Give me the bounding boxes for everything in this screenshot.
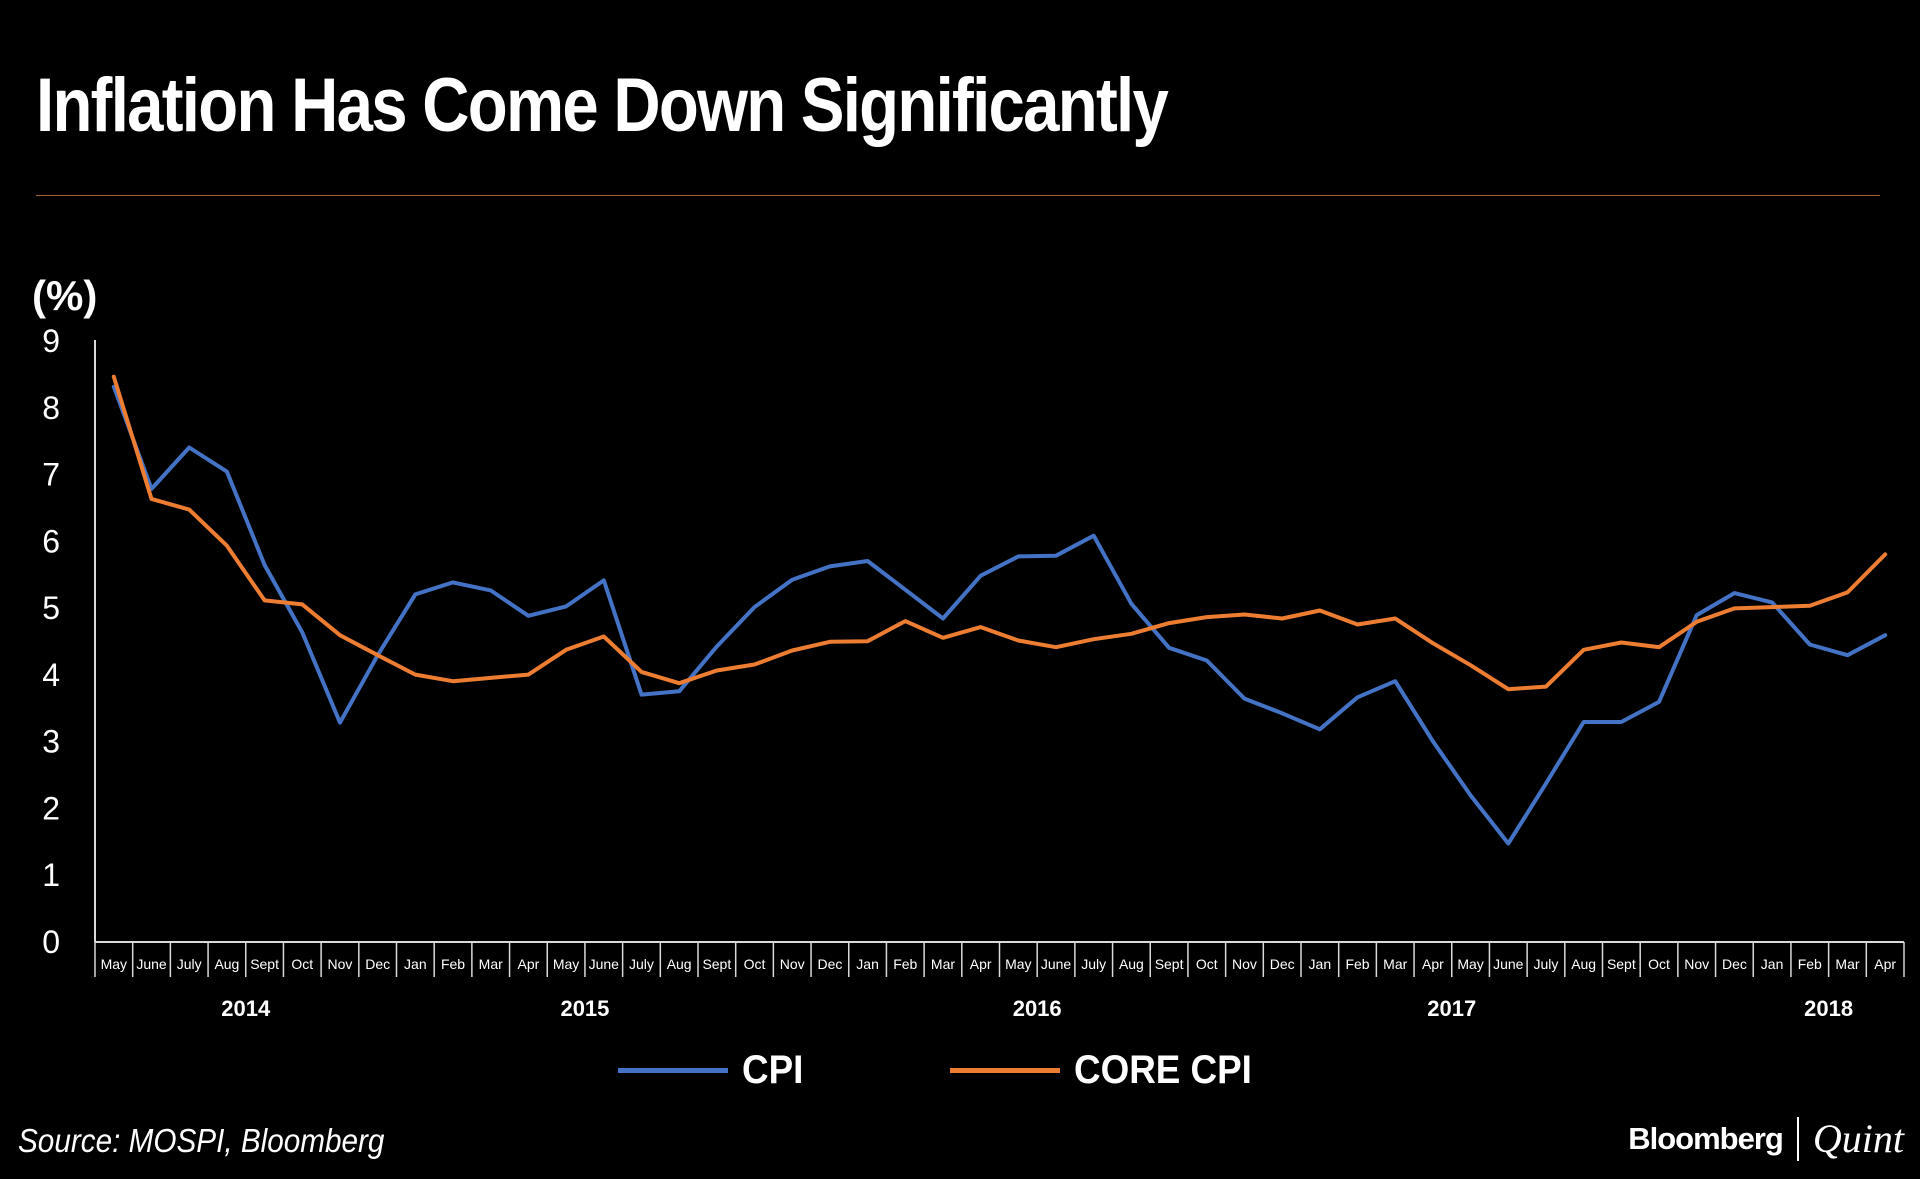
y-tick-label: 0 xyxy=(42,924,60,960)
y-tick-label: 5 xyxy=(42,590,60,626)
brand-logo: Bloomberg Quint xyxy=(1628,1115,1904,1162)
brand-separator xyxy=(1796,1116,1799,1161)
x-tick-label: May xyxy=(1457,956,1483,972)
x-tick-label: Jan xyxy=(856,956,879,972)
x-tick-label: Jan xyxy=(1761,956,1784,972)
x-tick-label: July xyxy=(1534,956,1559,972)
x-tick-label: Feb xyxy=(893,956,917,972)
x-tick-label: Nov xyxy=(1684,956,1709,972)
x-tick-label: Dec xyxy=(817,956,842,972)
x-tick-label: Mar xyxy=(479,956,503,972)
x-tick-label: Apr xyxy=(1874,956,1896,972)
cpi-series-line xyxy=(111,384,1888,846)
x-tick-label: July xyxy=(1081,956,1106,972)
x-tick-label: Nov xyxy=(1232,956,1257,972)
x-tick-label: Mar xyxy=(1383,956,1407,972)
x-tick-label: Aug xyxy=(1571,956,1596,972)
x-tick-label: Mar xyxy=(1835,956,1859,972)
legend-label-cpi: CPI xyxy=(742,1048,804,1092)
x-tick-label: Apr xyxy=(970,956,992,972)
y-tick-label: 3 xyxy=(42,724,60,760)
x-tick-label: June xyxy=(136,956,167,972)
x-tick-label: Oct xyxy=(1196,956,1218,972)
x-tick-label: Mar xyxy=(931,956,955,972)
x-tick-label: Oct xyxy=(1648,956,1670,972)
x-tick-label: July xyxy=(629,956,654,972)
brand-quint: Quint xyxy=(1812,1116,1904,1161)
year-label: 2014 xyxy=(221,996,271,1021)
x-tick-label: Feb xyxy=(1345,956,1369,972)
year-label: 2016 xyxy=(1013,996,1062,1021)
x-tick-label: Apr xyxy=(1422,956,1444,972)
legend-item-cpi: CPI xyxy=(618,1048,809,1093)
y-tick-label: 2 xyxy=(42,790,60,826)
x-tick-label: Oct xyxy=(744,956,766,972)
x-tick-label: Apr xyxy=(518,956,540,972)
y-tick-label: 4 xyxy=(42,657,60,693)
year-label: 2018 xyxy=(1804,996,1853,1021)
x-tick-label: Nov xyxy=(328,956,353,972)
x-tick-label: May xyxy=(1005,956,1031,972)
x-tick-label: Feb xyxy=(441,956,465,972)
y-tick-label: 6 xyxy=(42,523,60,559)
x-tick-label: Aug xyxy=(1119,956,1144,972)
x-tick-label: June xyxy=(1493,956,1524,972)
x-tick-label: June xyxy=(1041,956,1072,972)
y-tick-label: 7 xyxy=(42,457,60,493)
legend-swatch-cpi xyxy=(618,1068,728,1073)
x-tick-label: Sept xyxy=(250,956,279,972)
y-tick-label: 8 xyxy=(42,390,60,426)
y-tick-label: 9 xyxy=(42,323,60,359)
source-note: Source: MOSPI, Bloomberg xyxy=(18,1122,385,1159)
x-tick-label: Jan xyxy=(1309,956,1332,972)
x-tick-label: Dec xyxy=(1722,956,1747,972)
legend-swatch-core-cpi xyxy=(950,1068,1060,1073)
x-tick-label: Sept xyxy=(1607,956,1636,972)
year-label: 2017 xyxy=(1427,996,1476,1021)
y-tick-label: 1 xyxy=(42,857,60,893)
x-tick-label: Dec xyxy=(1270,956,1295,972)
y-axis-unit-label: (%) xyxy=(32,272,98,319)
x-tick-label: Nov xyxy=(780,956,805,972)
x-tick-label: Jan xyxy=(404,956,427,972)
chart-title: Inflation Has Come Down Significantly xyxy=(36,63,1169,148)
legend-item-core-cpi: CORE CPI xyxy=(950,1048,1267,1093)
core-cpi-series-line xyxy=(111,374,1888,692)
x-tick-label: Sept xyxy=(702,956,731,972)
x-tick-label: May xyxy=(101,956,127,972)
x-tick-label: May xyxy=(553,956,579,972)
brand-bloomberg: Bloomberg xyxy=(1628,1120,1784,1156)
legend: CPI CORE CPI xyxy=(0,1048,1920,1098)
year-label: 2015 xyxy=(560,996,609,1021)
x-tick-label: June xyxy=(589,956,620,972)
title-divider xyxy=(36,195,1880,196)
x-tick-label: Aug xyxy=(214,956,239,972)
x-tick-label: July xyxy=(177,956,202,972)
x-tick-label: Aug xyxy=(667,956,692,972)
x-tick-label: Feb xyxy=(1798,956,1822,972)
x-tick-label: Oct xyxy=(291,956,313,972)
x-tick-label: Dec xyxy=(365,956,390,972)
x-tick-label: Sept xyxy=(1155,956,1184,972)
legend-label-core-cpi: CORE CPI xyxy=(1074,1048,1252,1092)
